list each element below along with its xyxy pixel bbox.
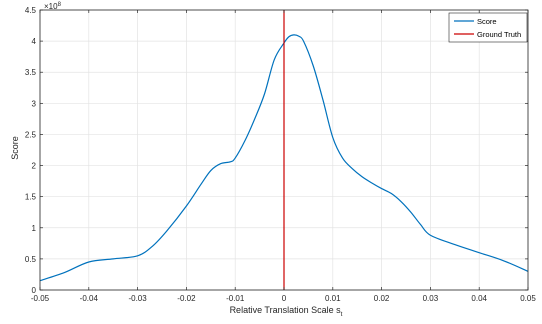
legend-label-ground-truth: Ground Truth: [477, 30, 521, 39]
x-tick-label: -0.05: [31, 294, 50, 303]
series-layer: [39, 10, 529, 290]
x-tick-label: -0.02: [177, 294, 196, 303]
x-axis-label-subscript: t: [341, 311, 343, 318]
y-exponent-base: ×10: [44, 2, 58, 11]
x-tick-label: -0.03: [128, 294, 147, 303]
y-tick-label: 1: [32, 224, 37, 233]
x-tick-label: 0.05: [520, 294, 536, 303]
x-tick-label: 0.03: [423, 294, 439, 303]
legend: Score Ground Truth: [448, 12, 528, 43]
y-exponent-label: ×108: [44, 2, 62, 11]
ticks: -0.05 -0.04 -0.03 -0.02 -0.01 0 0.01 0.02 0.03 0.…: [25, 6, 536, 303]
legend-label-score: Score: [477, 17, 497, 26]
y-tick-label: 3.5: [25, 68, 37, 77]
series-line-score: [39, 34, 529, 282]
y-tick-label: 0.5: [25, 255, 37, 264]
y-tick-label: 0: [32, 286, 37, 295]
y-tick-label: 4.5: [25, 6, 37, 15]
legend-box: [448, 12, 528, 43]
y-exponent-power: 8: [58, 2, 62, 8]
x-axis-label: Relative Translation Scale st: [230, 305, 343, 318]
x-tick-label: -0.04: [80, 294, 99, 303]
y-tick-label: 2.5: [25, 130, 37, 139]
y-axis-label: Score: [10, 136, 20, 160]
x-tick-label: 0.02: [374, 294, 390, 303]
y-tick-label: 2: [32, 162, 37, 171]
y-tick-label: 1.5: [25, 193, 37, 202]
x-tick-label: 0.01: [325, 294, 341, 303]
x-tick-label: -0.01: [226, 294, 245, 303]
x-tick-label: 0.04: [471, 294, 487, 303]
x-axis-label-main: Relative Translation Scale s: [230, 305, 342, 315]
y-tick-label: 4: [32, 37, 37, 46]
y-tick-label: 3: [32, 99, 37, 108]
x-tick-label: 0: [282, 294, 287, 303]
